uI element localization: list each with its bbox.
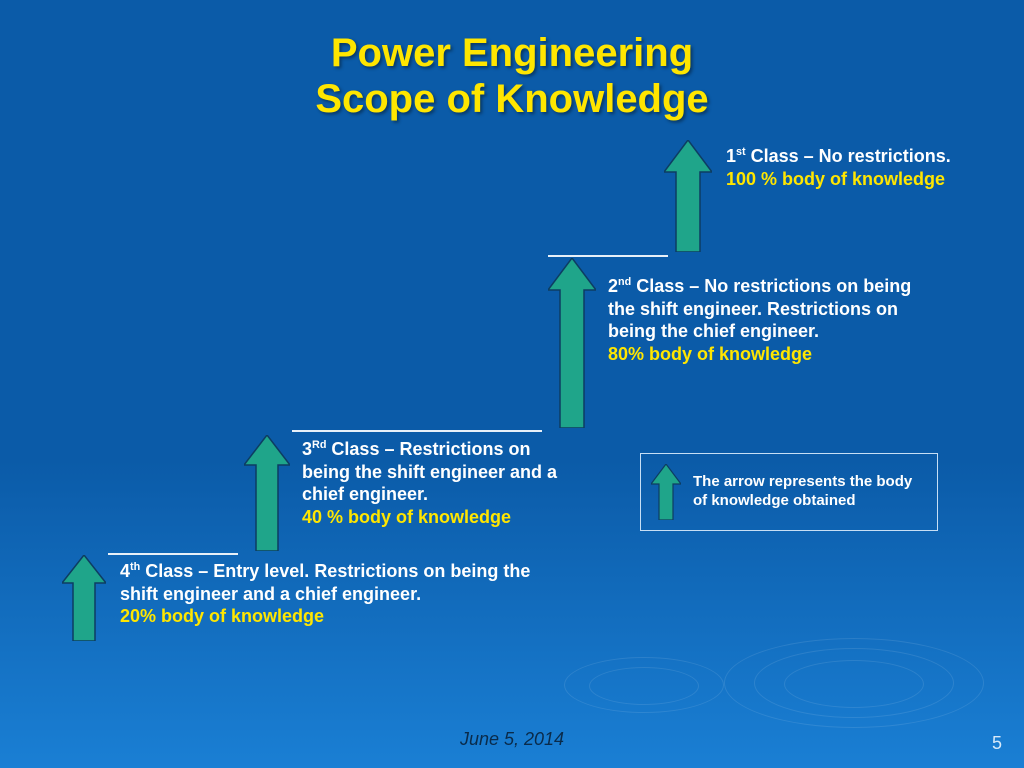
step4-l1: Class – Entry level. Restrictions on bei… [140,561,530,581]
step4-platform [108,553,238,555]
step4-sup: th [130,561,140,573]
slide-title: Power Engineering Scope of Knowledge [0,0,1024,122]
page-number: 5 [992,733,1002,754]
step3-l2: being the shift engineer and a [302,462,557,482]
step3-arrow [244,435,290,551]
step3-desc: 3Rd Class – Restrictions on being the sh… [302,438,592,528]
step2-l1: Class – No restrictions on being [631,276,911,296]
step4-desc: 4th Class – Entry level. Restrictions on… [120,560,580,628]
step4-ord: 4 [120,561,130,581]
step1-sup: st [736,146,746,158]
ripple-deco [784,660,924,708]
step4-arrow [62,555,106,641]
step3-ord: 3 [302,439,312,459]
step3-pct: 40 % body of knowledge [302,507,511,527]
step2-platform [548,255,668,257]
legend-box: The arrow represents the body of knowled… [640,453,938,531]
step4-l2: shift engineer and a chief engineer. [120,584,421,604]
arrow-up-icon [62,555,106,641]
step2-arrow [548,258,596,428]
title-line-2: Scope of Knowledge [315,77,708,121]
step2-l3: being the chief engineer. [608,321,819,341]
step3-l1: Class – Restrictions on [326,439,530,459]
step1-pct: 100 % body of knowledge [726,169,945,189]
step3-l3: chief engineer. [302,484,428,504]
step2-pct: 80% body of knowledge [608,344,812,364]
arrow-up-icon [664,140,712,252]
step1-ord: 1 [726,146,736,166]
legend-text: The arrow represents the body of knowled… [693,473,923,511]
title-line-1: Power Engineering [331,31,693,75]
step1-desc: 1st Class – No restrictions. 100 % body … [726,145,1016,190]
step2-l2: the shift engineer. Restrictions on [608,299,898,319]
step1-l1: Class – No restrictions. [746,146,951,166]
step1-arrow [664,140,712,252]
ripple-deco [589,667,699,705]
footer-date: June 5, 2014 [0,729,1024,750]
step3-sup: Rd [312,439,326,451]
arrow-up-icon [548,258,596,428]
arrow-up-icon [651,464,681,520]
step3-platform [292,430,542,432]
arrow-up-icon [244,435,290,551]
step2-ord: 2 [608,276,618,296]
step2-sup: nd [618,276,631,288]
step4-pct: 20% body of knowledge [120,606,324,626]
step2-desc: 2nd Class – No restrictions on being the… [608,275,948,365]
